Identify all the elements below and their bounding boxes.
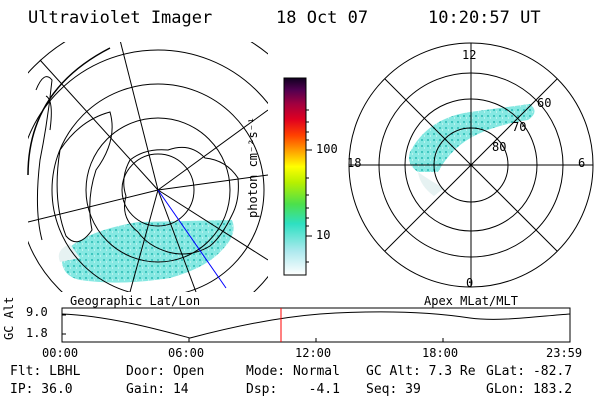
glon-status: GLon: 183.2 xyxy=(486,382,573,397)
orbit-xtick-2359: 23:59 xyxy=(546,346,583,360)
instrument-title: Ultraviolet Imager xyxy=(28,8,213,28)
altitude-curve xyxy=(61,311,571,339)
door-status: Door: Open xyxy=(126,364,205,379)
mode-status: Mode: Normal xyxy=(246,364,340,379)
colorbar-tick-100: 100 xyxy=(316,142,338,156)
orbit-altitude-plot xyxy=(61,307,571,343)
colorbar xyxy=(283,77,307,276)
apex-aurora xyxy=(409,104,535,172)
colorbar-unit-label: photon cm⁻²s⁻¹ xyxy=(246,116,260,218)
observation-time: 10:20:57 UT xyxy=(428,8,541,28)
mlat-label-60: 60 xyxy=(537,96,552,110)
filter-status: Flt: LBHL xyxy=(10,364,81,379)
apex-panel-caption: Apex MLat/MLT xyxy=(424,294,518,308)
geo-panel-caption: Geographic Lat/Lon xyxy=(70,294,201,308)
orbit-xtick-1200: 12:00 xyxy=(295,346,332,360)
mlat-label-80: 80 xyxy=(492,140,507,154)
dsp-status: Dsp: -4.1 xyxy=(246,382,340,397)
orbit-ytick-1.8: 1.8 xyxy=(26,326,48,340)
orbit-xtick-1800: 18:00 xyxy=(422,346,459,360)
geo-noon-meridian xyxy=(157,189,227,289)
geo-map xyxy=(28,42,268,292)
seq-status: Seq: 39 xyxy=(366,382,421,397)
colorbar-tick-10: 10 xyxy=(316,228,331,242)
geo-aurora xyxy=(61,220,234,283)
gc-alt-status: GC Alt: 7.3 Re xyxy=(366,364,476,379)
mlt-label-0: 0 xyxy=(466,276,474,290)
apex-polar-plot xyxy=(348,42,594,288)
mlt-label-18: 18 xyxy=(347,156,362,170)
mlt-label-6: 6 xyxy=(578,156,586,170)
observation-date: 18 Oct 07 xyxy=(276,8,369,28)
orbit-ylabel: GC Alt xyxy=(2,296,16,340)
gain-status: Gain: 14 xyxy=(126,382,189,397)
orbit-xtick-0000: 00:00 xyxy=(42,346,79,360)
orbit-ytick-9: 9.0 xyxy=(26,305,48,319)
glat-status: GLat: -82.7 xyxy=(486,364,573,379)
mlat-label-70: 70 xyxy=(512,120,527,134)
ip-status: IP: 36.0 xyxy=(10,382,73,397)
mlt-label-12: 12 xyxy=(462,48,477,62)
orbit-xtick-0600: 06:00 xyxy=(168,346,205,360)
